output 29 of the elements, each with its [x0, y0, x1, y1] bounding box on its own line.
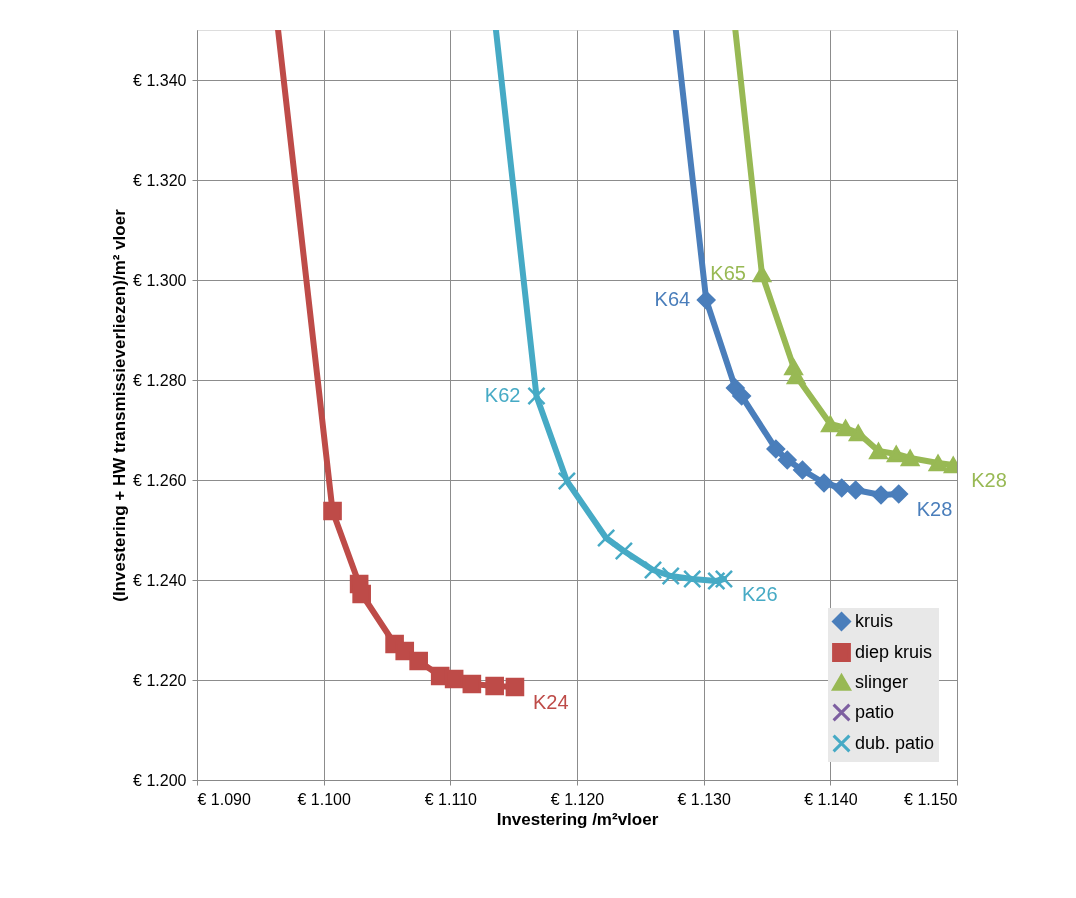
x-tick-label: € 1.100	[297, 790, 351, 808]
annotation: K65	[710, 262, 746, 284]
y-tick-label: € 1.220	[133, 671, 187, 689]
annotation: K64	[654, 288, 691, 310]
annotation: K28	[916, 498, 953, 520]
x-tick-label: € 1.120	[550, 790, 605, 808]
legend-label: kruis	[855, 610, 894, 631]
x-tick-label: € 1.110	[424, 790, 478, 808]
x-tick-label: € 1.090	[197, 790, 251, 808]
y-tick-label: € 1.260	[133, 471, 187, 489]
y-tick-label: € 1.280	[133, 371, 187, 389]
legend-label: patio	[855, 701, 895, 722]
annotation: K26	[741, 583, 778, 605]
y-tick-label: € 1.240	[133, 571, 187, 589]
y-tick-label: € 1.340	[133, 71, 187, 89]
y-tick-label: € 1.320	[133, 171, 187, 189]
y-axis-title: (Investering + HW transmissieverliezen)/m² vloer	[110, 208, 130, 602]
y-tick-label: € 1.300	[133, 271, 187, 289]
y-tick-label: € 1.200	[133, 771, 187, 789]
x-tick-label: € 1.130	[677, 790, 731, 808]
annotation: K62	[484, 384, 521, 406]
annotation: K28	[971, 469, 1007, 491]
annotation: K24	[532, 691, 569, 713]
x-tick-label: € 1.140	[804, 790, 858, 808]
x-axis-title: Investering /m²vloer	[496, 809, 659, 829]
legend-label: slinger	[855, 671, 909, 692]
x-tick-label: € 1.150	[904, 790, 958, 808]
legend-label: dub. patio	[855, 732, 935, 753]
legend-label: diep kruis	[855, 641, 933, 662]
